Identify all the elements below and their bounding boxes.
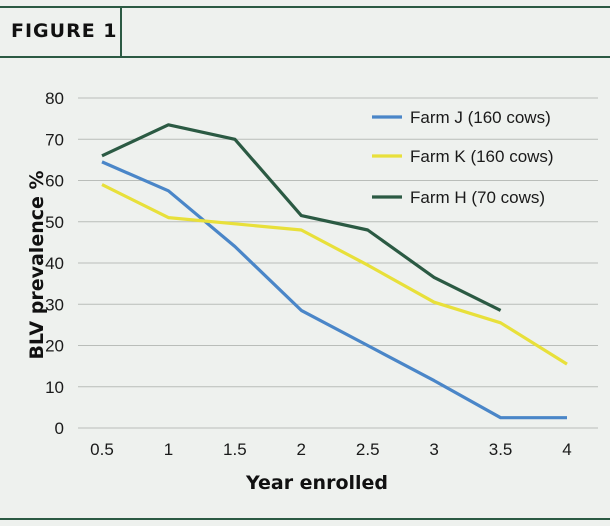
y-tick-label: 80 bbox=[45, 89, 64, 108]
series-line bbox=[101, 183, 568, 366]
series-line bbox=[101, 160, 567, 420]
gridlines bbox=[78, 97, 598, 429]
header-separator bbox=[0, 56, 610, 58]
y-axis-title: BLV prevalence % bbox=[26, 170, 48, 359]
y-tick-label: 10 bbox=[45, 378, 64, 397]
y-axis-ticks: 0 10 20 30 40 50 60 70 80 bbox=[45, 89, 64, 438]
x-tick-label: 4 bbox=[562, 440, 571, 459]
x-tick-label: 2 bbox=[297, 440, 306, 459]
x-axis-title: Year enrolled bbox=[245, 472, 388, 494]
legend-label: Farm H (70 cows) bbox=[410, 188, 545, 207]
y-tick-label: 0 bbox=[55, 419, 64, 438]
y-tick-label: 40 bbox=[45, 254, 64, 273]
series-line bbox=[101, 123, 502, 312]
x-tick-label: 3.5 bbox=[489, 440, 513, 459]
y-tick-label: 30 bbox=[45, 295, 64, 314]
legend: Farm J (160 cows) Farm K (160 cows) Farm H… bbox=[372, 108, 554, 207]
x-tick-label: 0.5 bbox=[90, 440, 114, 459]
x-axis-ticks: 0.5 1 1.5 2 2.5 3 3.5 4 bbox=[90, 440, 572, 459]
x-tick-label: 1 bbox=[164, 440, 173, 459]
x-tick-label: 2.5 bbox=[356, 440, 380, 459]
y-tick-label: 50 bbox=[45, 213, 64, 232]
x-tick-label: 3 bbox=[429, 440, 438, 459]
top-rule bbox=[0, 6, 610, 8]
legend-label: Farm J (160 cows) bbox=[410, 108, 551, 127]
y-tick-label: 20 bbox=[45, 337, 64, 356]
header-divider bbox=[120, 8, 122, 57]
legend-label: Farm K (160 cows) bbox=[410, 147, 554, 166]
series-lines bbox=[101, 123, 568, 420]
x-tick-label: 1.5 bbox=[223, 440, 247, 459]
y-tick-label: 60 bbox=[45, 172, 64, 191]
y-tick-label: 70 bbox=[45, 130, 64, 149]
figure-label: FIGURE 1 bbox=[11, 20, 118, 42]
bottom-rule bbox=[0, 518, 610, 520]
